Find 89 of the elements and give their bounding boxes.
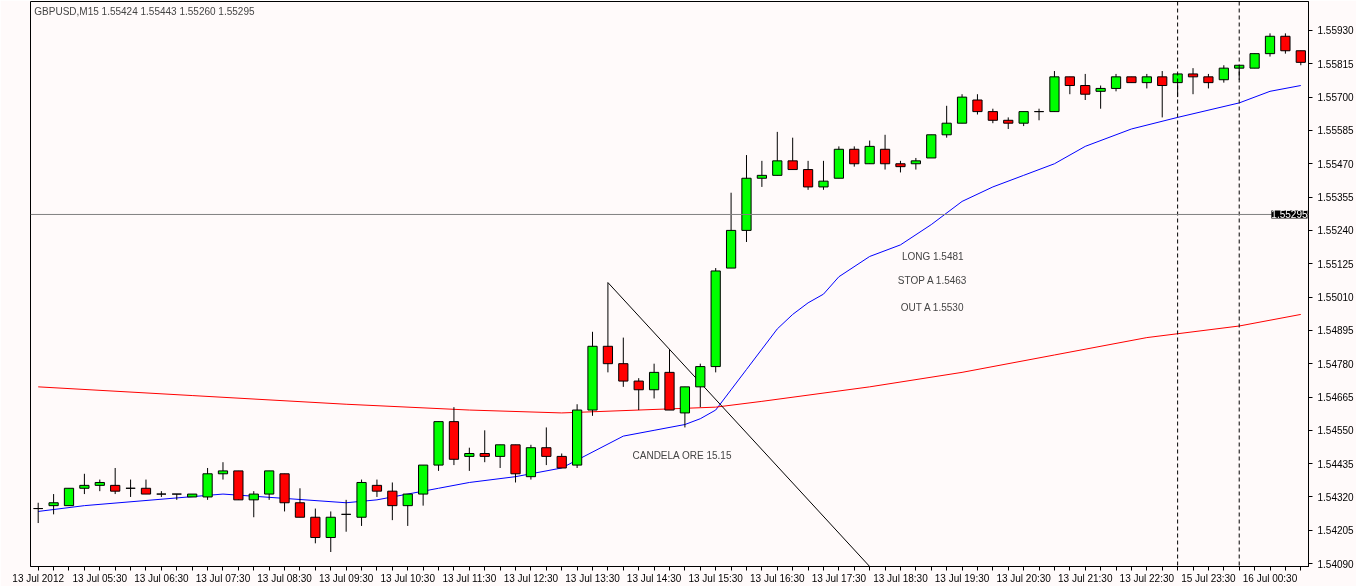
candlestick (110, 467, 121, 495)
candlestick (264, 470, 275, 501)
candlestick (618, 337, 629, 388)
candlestick (541, 426, 552, 466)
y-tick-label: 1.55585 (1317, 125, 1355, 137)
y-tick-label: 1.55240 (1317, 225, 1355, 237)
x-tick-label: 13 Jul 15:30 (688, 572, 744, 584)
x-tick-label: 13 Jul 14:30 (626, 572, 682, 584)
x-tick-label: 13 Jul 16:30 (750, 572, 805, 584)
candlestick (910, 157, 921, 171)
ref-line-label: 1.55295 (1271, 209, 1308, 221)
x-tick-label: 13 Jul 12:30 (503, 572, 559, 584)
y-tick-label: 1.55700 (1317, 92, 1355, 104)
x-tick-label: 13 Jul 10:30 (380, 572, 436, 584)
x-tick-label: 13 Jul 18:30 (873, 572, 929, 584)
candlestick (248, 490, 259, 518)
candlestick (217, 461, 229, 481)
x-tick-label: 13 Jul 11:30 (442, 572, 497, 584)
chart-title: GBPUSD,M15 1.55424 1.55443 1.55260 1.55295 (34, 5, 255, 17)
candlestick (1080, 73, 1091, 101)
y-tick-label: 1.55010 (1317, 292, 1355, 304)
y-tick-label: 1.54205 (1317, 525, 1355, 537)
x-tick-label: 13 Jul 09:30 (318, 572, 374, 584)
y-tick-label: 1.55125 (1317, 258, 1355, 270)
candlestick (941, 105, 952, 139)
x-tick-label: 13 Jul 08:30 (257, 572, 313, 584)
annotation: STOP A 1.5463 (897, 274, 967, 286)
annotation: LONG 1.5481 (901, 251, 965, 263)
candlestick (125, 479, 136, 498)
x-tick-label: 13 Jul 13:30 (565, 572, 621, 584)
x-tick-label: 13 Jul 17:30 (811, 572, 867, 584)
x-tick-label: 15 Jul 23:30 (1181, 572, 1237, 584)
candlestick (140, 479, 152, 495)
candlestick (371, 479, 383, 498)
candlestick (495, 444, 506, 469)
candlestick (772, 131, 783, 176)
y-tick-label: 1.55815 (1317, 58, 1355, 70)
candlestick (926, 134, 937, 159)
x-tick-label: 13 Jul 2012 (12, 572, 65, 584)
candlestick (294, 487, 306, 518)
candlestick (648, 363, 660, 399)
y-tick-label: 1.55930 (1317, 25, 1355, 37)
candlestick (1187, 67, 1199, 95)
candlestick (402, 493, 413, 527)
candlestick (341, 499, 352, 533)
candlestick (787, 137, 798, 171)
candlestick (1280, 32, 1291, 55)
x-tick-label: 13 Jul 06:30 (134, 572, 190, 584)
candlestick (325, 510, 336, 553)
y-tick-label: 1.54895 (1317, 325, 1355, 337)
candlestick (1264, 32, 1276, 58)
x-tick-label: 13 Jul 21:30 (1057, 572, 1113, 584)
y-tick-label: 1.54665 (1317, 392, 1355, 403)
y-tick-label: 1.54435 (1317, 458, 1355, 470)
x-tick-label: 13 Jul 19:30 (934, 572, 990, 584)
candlestick (1033, 108, 1045, 121)
candlestick (849, 145, 860, 168)
x-tick-label: 13 Jul 07:30 (195, 572, 251, 584)
candlestick (756, 160, 767, 188)
candlestick (387, 481, 398, 521)
y-tick-label: 1.54320 (1317, 491, 1355, 503)
candlestick (464, 447, 475, 472)
y-tick-label: 1.54550 (1317, 425, 1355, 437)
x-tick-label: 16 Jul 00:30 (1242, 572, 1298, 584)
candlestick (202, 467, 213, 501)
candlestick (633, 377, 644, 411)
annotation: CANDELA ORE 15.15 (632, 449, 732, 461)
candlestick (695, 363, 706, 408)
candlestick (33, 502, 44, 524)
annotation: OUT A 1.5530 (900, 302, 964, 314)
candlestick (802, 160, 814, 191)
y-tick-label: 1.55470 (1317, 158, 1355, 170)
candlestick (48, 493, 59, 515)
candlestick (479, 429, 490, 463)
y-tick-label: 1.54090 (1317, 558, 1355, 570)
x-tick-label: 13 Jul 05:30 (72, 572, 128, 584)
candlestick (310, 508, 321, 544)
candlestick (1095, 85, 1106, 110)
y-tick-label: 1.54780 (1317, 358, 1355, 370)
candlestick (79, 473, 90, 495)
candlestick (972, 93, 983, 115)
x-tick-label: 13 Jul 20:30 (996, 572, 1052, 584)
candlestick (1157, 70, 1168, 118)
candlestick (818, 160, 829, 191)
y-tick-label: 1.55355 (1317, 192, 1355, 204)
x-tick-label: 13 Jul 22:30 (1119, 572, 1175, 584)
line-series (37, 313, 1302, 414)
candlestick (879, 134, 891, 171)
candlestick (864, 140, 875, 165)
